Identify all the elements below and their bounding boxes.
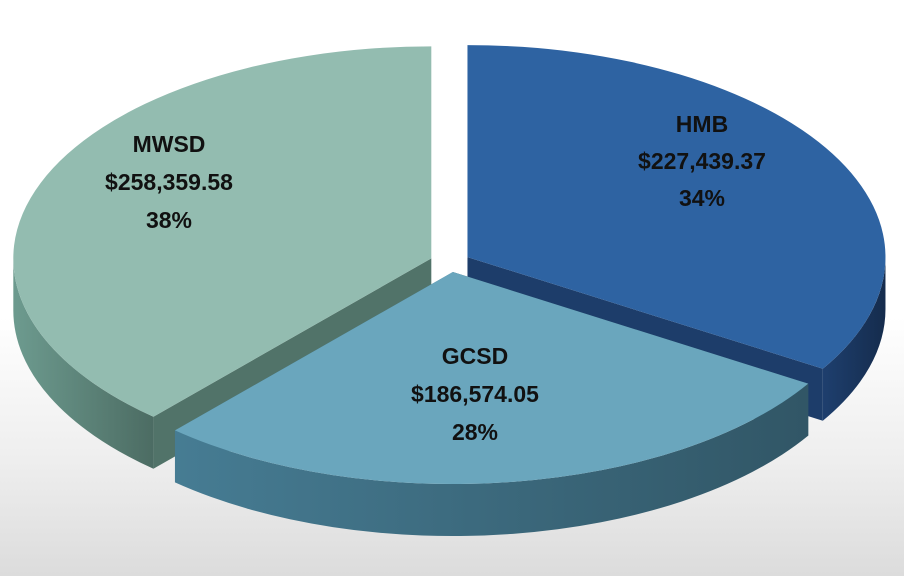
slice-side-mwsd xyxy=(13,258,154,469)
slice-label-gcsd-percent: 28% xyxy=(452,419,498,445)
slice-label-gcsd-amount: $186,574.05 xyxy=(411,381,539,407)
slice-side-gcsd xyxy=(174,383,809,537)
slice-label-mwsd-percent: 38% xyxy=(146,207,192,233)
slice-label-hmb-amount: $227,439.37 xyxy=(638,148,766,174)
slice-label-hmb-name: HMB xyxy=(676,111,728,137)
slice-label-mwsd-amount: $258,359.58 xyxy=(105,169,233,195)
slice-side-hmb xyxy=(822,257,886,421)
slice-hmb xyxy=(467,45,886,369)
pie-slices xyxy=(13,45,886,537)
slice-label-hmb-percent: 34% xyxy=(679,185,725,211)
slice-label-gcsd-name: GCSD xyxy=(442,343,508,369)
slice-label-mwsd-name: MWSD xyxy=(133,131,206,157)
slice-gcsd xyxy=(174,272,809,485)
slice-mwsd xyxy=(13,46,432,417)
